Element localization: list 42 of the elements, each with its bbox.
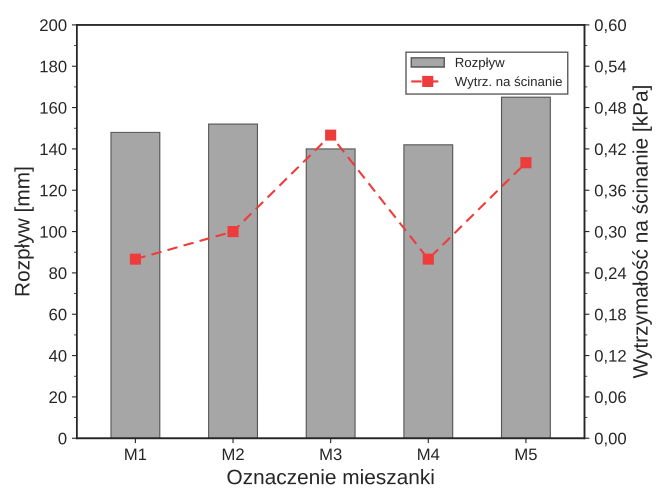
bar	[306, 148, 356, 438]
y2-tick-label: 0,06	[594, 391, 626, 406]
y-tick-label: 200	[40, 19, 66, 32]
x-tick-label: M1	[125, 448, 146, 460]
legend-label: Rozpływ	[456, 57, 505, 70]
point	[130, 254, 141, 265]
x-tick-label: M4	[418, 448, 440, 460]
y2-tick-label: 0,12	[594, 350, 626, 364]
y2-tick-label: 0,42	[594, 143, 626, 158]
y2-tick-label: 0,24	[594, 267, 626, 282]
y2-tick-label: 0,36	[594, 184, 626, 198]
y2-tick-label: 0,00	[594, 432, 626, 446]
y2-tick-label: 0,18	[594, 308, 626, 322]
y2-tick-label: 0,48	[594, 102, 626, 116]
y2-tick-label: 0,54	[594, 60, 626, 74]
bar	[500, 96, 551, 438]
y-tick-label: 40	[48, 350, 66, 362]
point	[325, 130, 336, 141]
y-tick-label: 100	[40, 226, 66, 238]
y-tick-label: 180	[40, 60, 66, 72]
y-tick-label: 0	[58, 432, 66, 444]
x-tick-label: M5	[516, 448, 537, 460]
y-tick-label: 140	[40, 143, 66, 156]
legend-label: Wytrz. na ścinanie	[454, 76, 562, 89]
y-tick-label: 160	[40, 102, 66, 114]
x-axis-title: Oznaczenie mieszanki	[227, 469, 434, 484]
y-tick-label: 20	[49, 391, 66, 404]
y2-axis-title: Wytrzymałość na ścinanie [kPa]	[632, 86, 652, 378]
bar	[110, 132, 160, 438]
point	[520, 157, 532, 168]
y-axis-title: Rozpływ [mm]	[14, 168, 34, 296]
x-tick-label: M3	[320, 448, 342, 460]
y-tick-label: 120	[40, 184, 66, 196]
y-tick-label: 80	[49, 267, 66, 280]
y2-tick-label: 0,30	[594, 226, 626, 240]
point	[227, 226, 239, 238]
y-tick-label: 60	[49, 308, 66, 320]
y2-tick-label: 0,60	[594, 19, 626, 34]
point	[422, 254, 434, 265]
bar	[403, 144, 454, 438]
bar	[208, 124, 258, 438]
x-tick-label: M2	[222, 448, 244, 460]
